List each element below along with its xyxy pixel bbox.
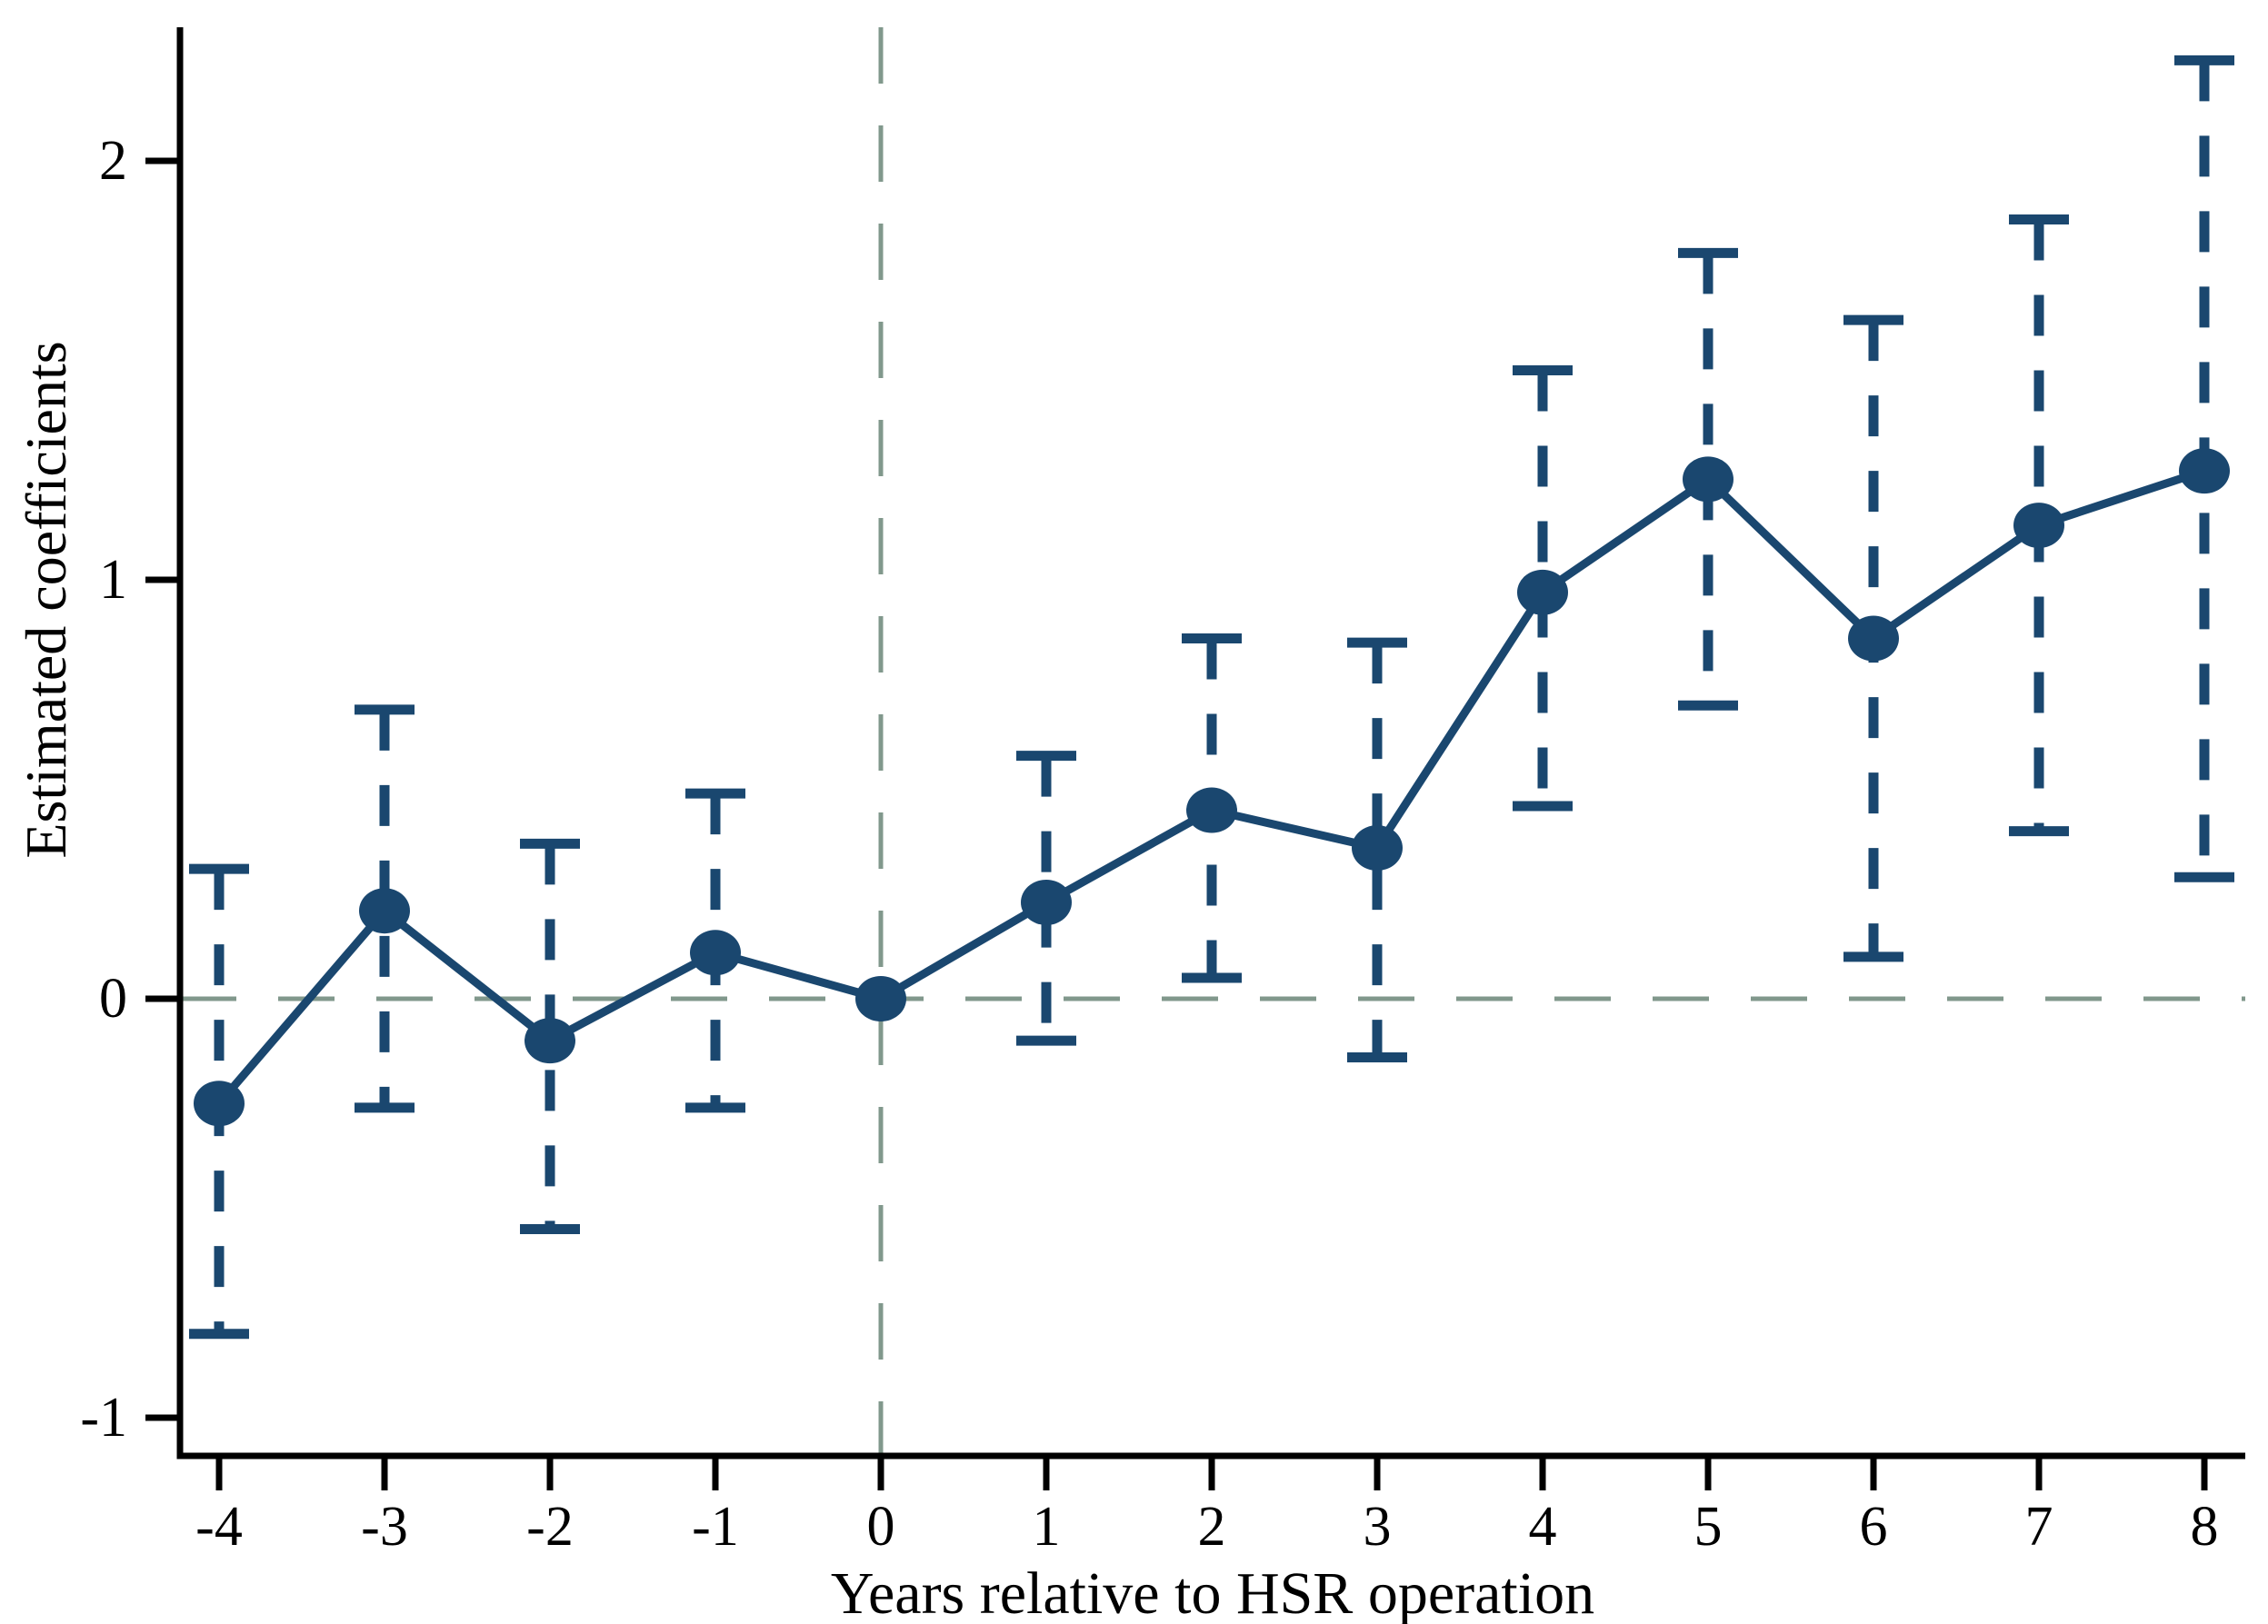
y-tick-label: 1 xyxy=(99,549,127,611)
coefficient-point xyxy=(855,976,906,1021)
x-tick-label: 0 xyxy=(867,1496,895,1558)
y-tick-label: 0 xyxy=(99,968,127,1030)
coefficient-point xyxy=(1352,825,1403,872)
coefficient-point xyxy=(690,930,741,976)
coefficient-point xyxy=(194,1081,245,1127)
coefficient-point xyxy=(359,888,410,934)
x-tick-label: 8 xyxy=(2191,1496,2219,1558)
ci-bar xyxy=(1016,751,1076,1046)
x-tick-label: 3 xyxy=(1364,1496,1392,1558)
x-tick-label: 4 xyxy=(1529,1496,1557,1558)
x-tick-label: 5 xyxy=(1694,1496,1723,1558)
reference-lines xyxy=(180,27,2245,1456)
y-tick-label: 2 xyxy=(99,130,127,192)
y-axis-title: Estimated coefficients xyxy=(14,341,78,859)
x-axis-title: Years relative to HSR operation xyxy=(830,1560,1595,1624)
ci-bar xyxy=(1513,365,1573,812)
x-tick-label: -1 xyxy=(692,1496,739,1558)
confidence-intervals xyxy=(189,55,2234,1340)
x-axis: -4 -3 -2 -1 0 1 2 3 4 5 6 7 8 xyxy=(195,1456,2219,1558)
x-tick-label: 1 xyxy=(1033,1496,1061,1558)
coefficient-point xyxy=(1517,569,1568,615)
y-tick-label: -1 xyxy=(80,1387,127,1449)
x-tick-label: -4 xyxy=(195,1496,243,1558)
ci-bar xyxy=(355,704,415,1113)
coefficient-point xyxy=(1021,879,1072,925)
coefficient-point xyxy=(525,1018,575,1064)
x-tick-label: -3 xyxy=(361,1496,408,1558)
coefficient-point xyxy=(1683,456,1733,503)
x-tick-label: 7 xyxy=(2025,1496,2053,1558)
coefficient-point xyxy=(2179,448,2230,494)
coefficient-point xyxy=(1848,615,1899,662)
x-tick-label: -2 xyxy=(526,1496,574,1558)
ci-bar xyxy=(1347,637,1407,1063)
x-tick-label: 2 xyxy=(1198,1496,1226,1558)
coefficient-line xyxy=(215,466,2206,1107)
coefficient-point xyxy=(1186,787,1237,833)
ci-bar xyxy=(520,838,580,1235)
ci-bar xyxy=(1678,247,1738,711)
coefficient-point xyxy=(2013,503,2064,549)
axis-spines xyxy=(176,27,2245,1460)
x-tick-label: 6 xyxy=(1860,1496,1888,1558)
y-axis: -1 0 1 2 xyxy=(80,130,180,1449)
coefficient-markers xyxy=(194,448,2230,1127)
